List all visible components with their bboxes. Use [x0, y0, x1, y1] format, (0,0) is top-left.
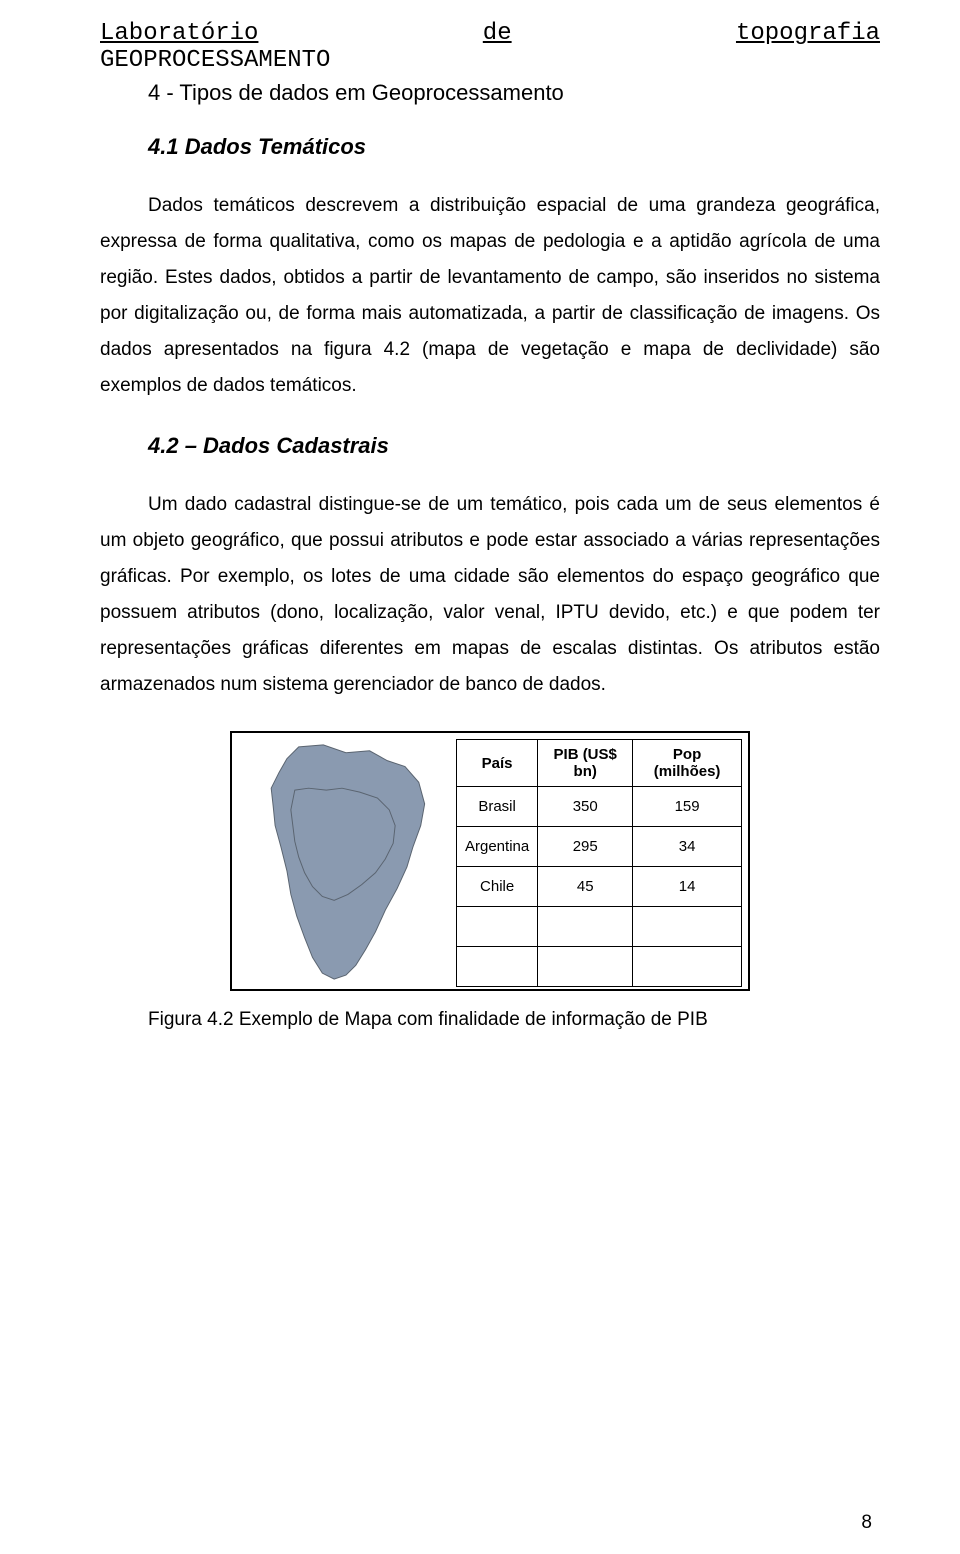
subsection-4-1-title: 4.1 Dados Temáticos	[148, 134, 880, 160]
cell-pib	[538, 947, 633, 987]
table-row	[457, 947, 742, 987]
table-row: Argentina 295 34	[457, 827, 742, 867]
figure-container: País PIB (US$ bn) Pop (milhões) Brasil 3…	[230, 731, 750, 991]
cell-pais	[457, 907, 538, 947]
cell-pais: Argentina	[457, 827, 538, 867]
cell-pib: 350	[538, 787, 633, 827]
header-left: Laboratório	[100, 20, 258, 47]
subsection-4-2-para: Um dado cadastral distingue-se de um tem…	[100, 487, 880, 704]
cell-pais	[457, 947, 538, 987]
table-row	[457, 907, 742, 947]
figure-caption: Figura 4.2 Exemplo de Mapa com finalidad…	[148, 1009, 880, 1031]
cell-pib: 295	[538, 827, 633, 867]
south-america-map	[238, 739, 448, 983]
col-pib: PIB (US$ bn)	[538, 740, 633, 787]
section-title: 4 - Tipos de dados em Geoprocessamento	[148, 80, 880, 106]
header-mid: de	[483, 20, 512, 47]
pib-table: País PIB (US$ bn) Pop (milhões) Brasil 3…	[456, 739, 742, 987]
cell-pib: 45	[538, 867, 633, 907]
header-right: topografia	[736, 20, 880, 47]
table-header-row: País PIB (US$ bn) Pop (milhões)	[457, 740, 742, 787]
map-shape	[271, 745, 424, 979]
col-pop: Pop (milhões)	[633, 740, 742, 787]
col-pais: País	[457, 740, 538, 787]
cell-pop: 14	[633, 867, 742, 907]
header-sub: GEOPROCESSAMENTO	[100, 47, 880, 74]
table-row: Chile 45 14	[457, 867, 742, 907]
table-row: Brasil 350 159	[457, 787, 742, 827]
cell-pop: 34	[633, 827, 742, 867]
cell-pop	[633, 947, 742, 987]
subsection-4-2-title: 4.2 – Dados Cadastrais	[148, 433, 880, 459]
header-line: Laboratório de topografia	[100, 20, 880, 47]
cell-pais: Brasil	[457, 787, 538, 827]
cell-pais: Chile	[457, 867, 538, 907]
cell-pop	[633, 907, 742, 947]
subsection-4-1-para: Dados temáticos descrevem a distribuição…	[100, 188, 880, 405]
cell-pop: 159	[633, 787, 742, 827]
page-number: 8	[861, 1512, 872, 1534]
cell-pib	[538, 907, 633, 947]
